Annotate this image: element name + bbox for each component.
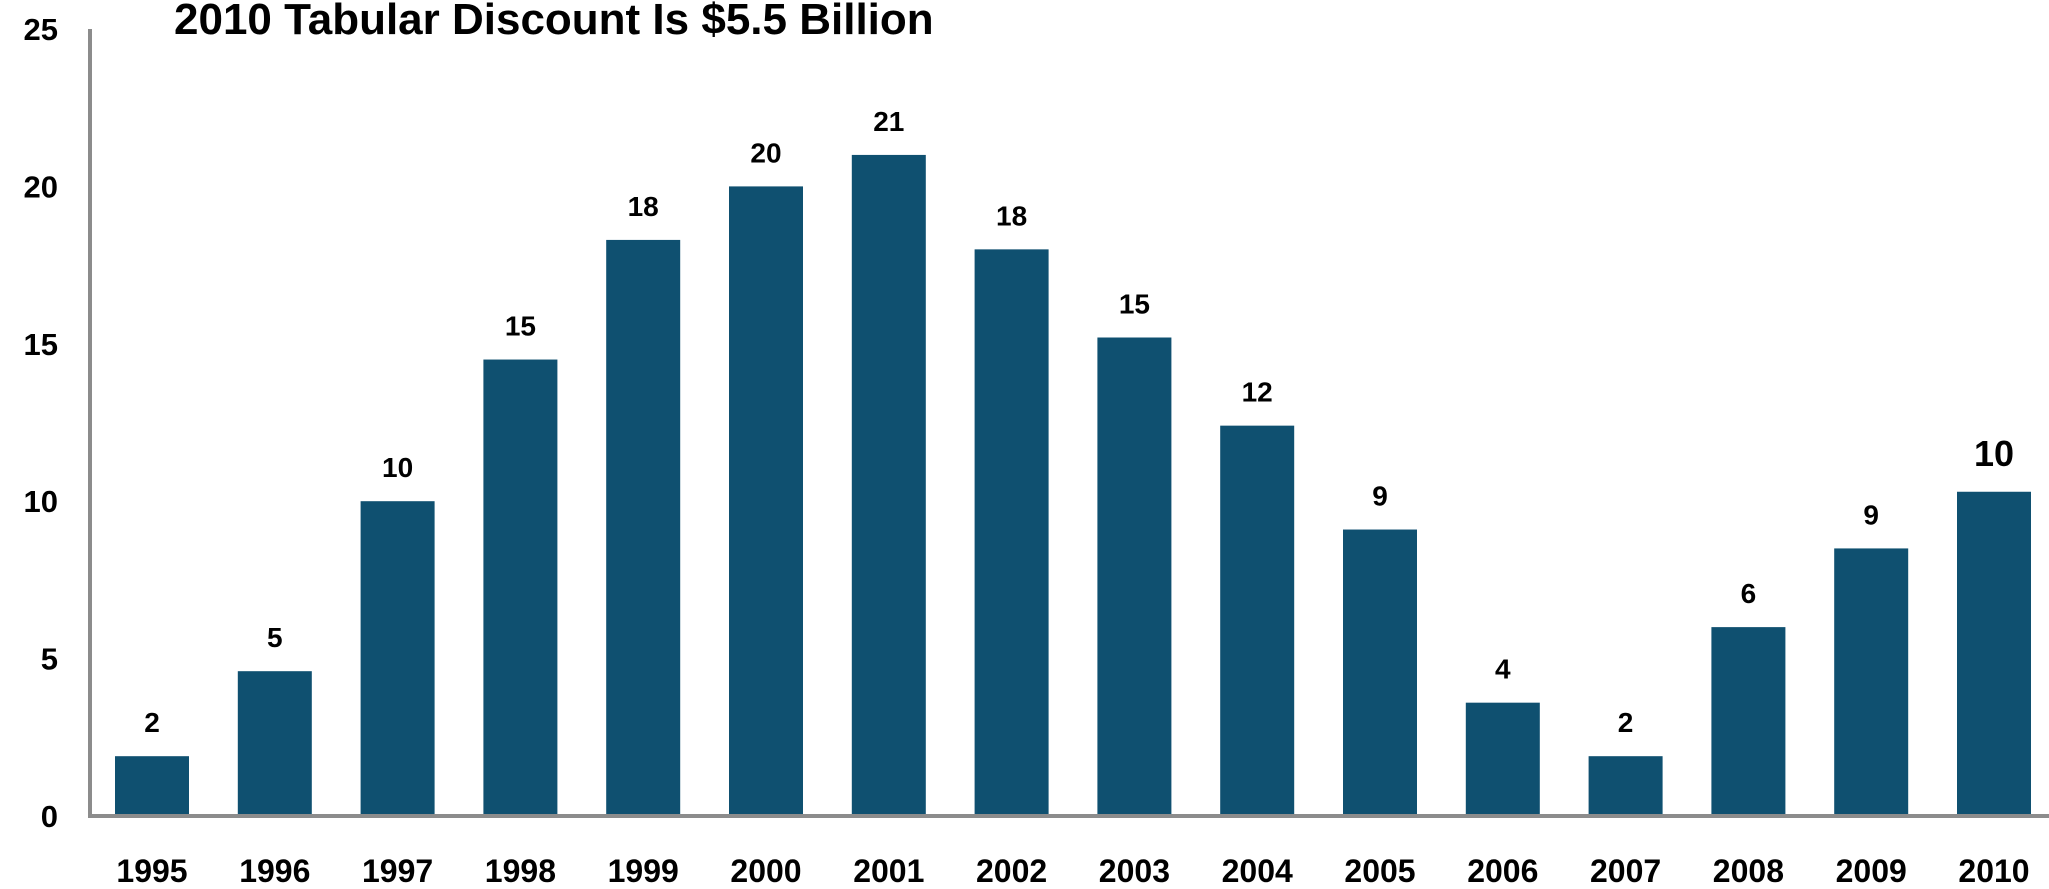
x-tick-2006: 2006 [1467, 853, 1538, 889]
y-tick-label: 25 [24, 12, 58, 47]
data-label-2004: 12 [1242, 377, 1273, 408]
y-tick-label: 20 [24, 169, 58, 204]
data-label-1996: 5 [267, 622, 283, 653]
data-label-2009: 9 [1863, 499, 1879, 530]
x-tick-2005: 2005 [1344, 853, 1415, 889]
bar-2001 [851, 154, 926, 817]
bar-1999 [606, 239, 681, 816]
data-label-2005: 9 [1372, 481, 1388, 512]
data-labels: 2 5 10 15 18 20 21 18 15 12 9 4 2 6 9 10 [144, 106, 2014, 738]
x-tick-2004: 2004 [1222, 853, 1293, 889]
bar-2005 [1343, 529, 1417, 816]
bar-1998 [483, 359, 558, 816]
bar-2008 [1711, 627, 1786, 816]
bar-2007 [1588, 756, 1663, 816]
bar-1995 [115, 756, 189, 816]
data-label-2000: 20 [750, 137, 781, 168]
x-tick-2001: 2001 [853, 853, 924, 889]
x-axis-ticks: 1995 1996 1997 1998 1999 2000 2001 2002 2003 2004… [116, 853, 2029, 889]
data-label-2001: 21 [873, 106, 904, 137]
bar-1996 [237, 671, 312, 816]
x-tick-2008: 2008 [1713, 853, 1784, 889]
data-label-1998: 15 [505, 311, 536, 342]
y-tick-label: 10 [24, 484, 58, 519]
x-tick-1995: 1995 [116, 853, 187, 889]
x-tick-2003: 2003 [1099, 853, 1170, 889]
bar-2004 [1220, 425, 1295, 816]
data-label-2010: 10 [1974, 433, 2014, 474]
bar-2010 [1957, 491, 2031, 816]
bar-2003 [1097, 337, 1172, 816]
data-label-2002: 18 [996, 200, 1027, 231]
bar-1997 [360, 501, 435, 816]
bar-2002 [974, 249, 1049, 817]
chart-title: 2010 Tabular Discount Is $5.5 Billion [174, 0, 934, 44]
data-label-2008: 6 [1741, 578, 1757, 609]
bars [115, 154, 2031, 817]
x-tick-1999: 1999 [608, 853, 679, 889]
y-tick-label: 15 [24, 327, 58, 362]
data-label-2006: 4 [1495, 654, 1511, 685]
x-tick-2007: 2007 [1590, 853, 1661, 889]
y-tick-label: 0 [41, 799, 58, 834]
x-tick-1997: 1997 [362, 853, 433, 889]
x-tick-2009: 2009 [1836, 853, 1907, 889]
data-label-1995: 2 [144, 707, 160, 738]
data-label-2007: 2 [1618, 707, 1634, 738]
bar-2000 [729, 186, 803, 816]
x-tick-1998: 1998 [485, 853, 556, 889]
data-label-1997: 10 [382, 452, 413, 483]
x-tick-2002: 2002 [976, 853, 1047, 889]
data-label-1999: 18 [628, 191, 659, 222]
data-label-2003: 15 [1119, 289, 1150, 320]
x-tick-2000: 2000 [730, 853, 801, 889]
bar-2006 [1465, 702, 1540, 816]
bar-2009 [1834, 548, 1909, 816]
x-tick-2010: 2010 [1958, 853, 2029, 889]
x-tick-1996: 1996 [239, 853, 310, 889]
y-axis-ticks: 0 5 10 15 20 25 [24, 12, 58, 834]
y-tick-label: 5 [41, 642, 58, 677]
